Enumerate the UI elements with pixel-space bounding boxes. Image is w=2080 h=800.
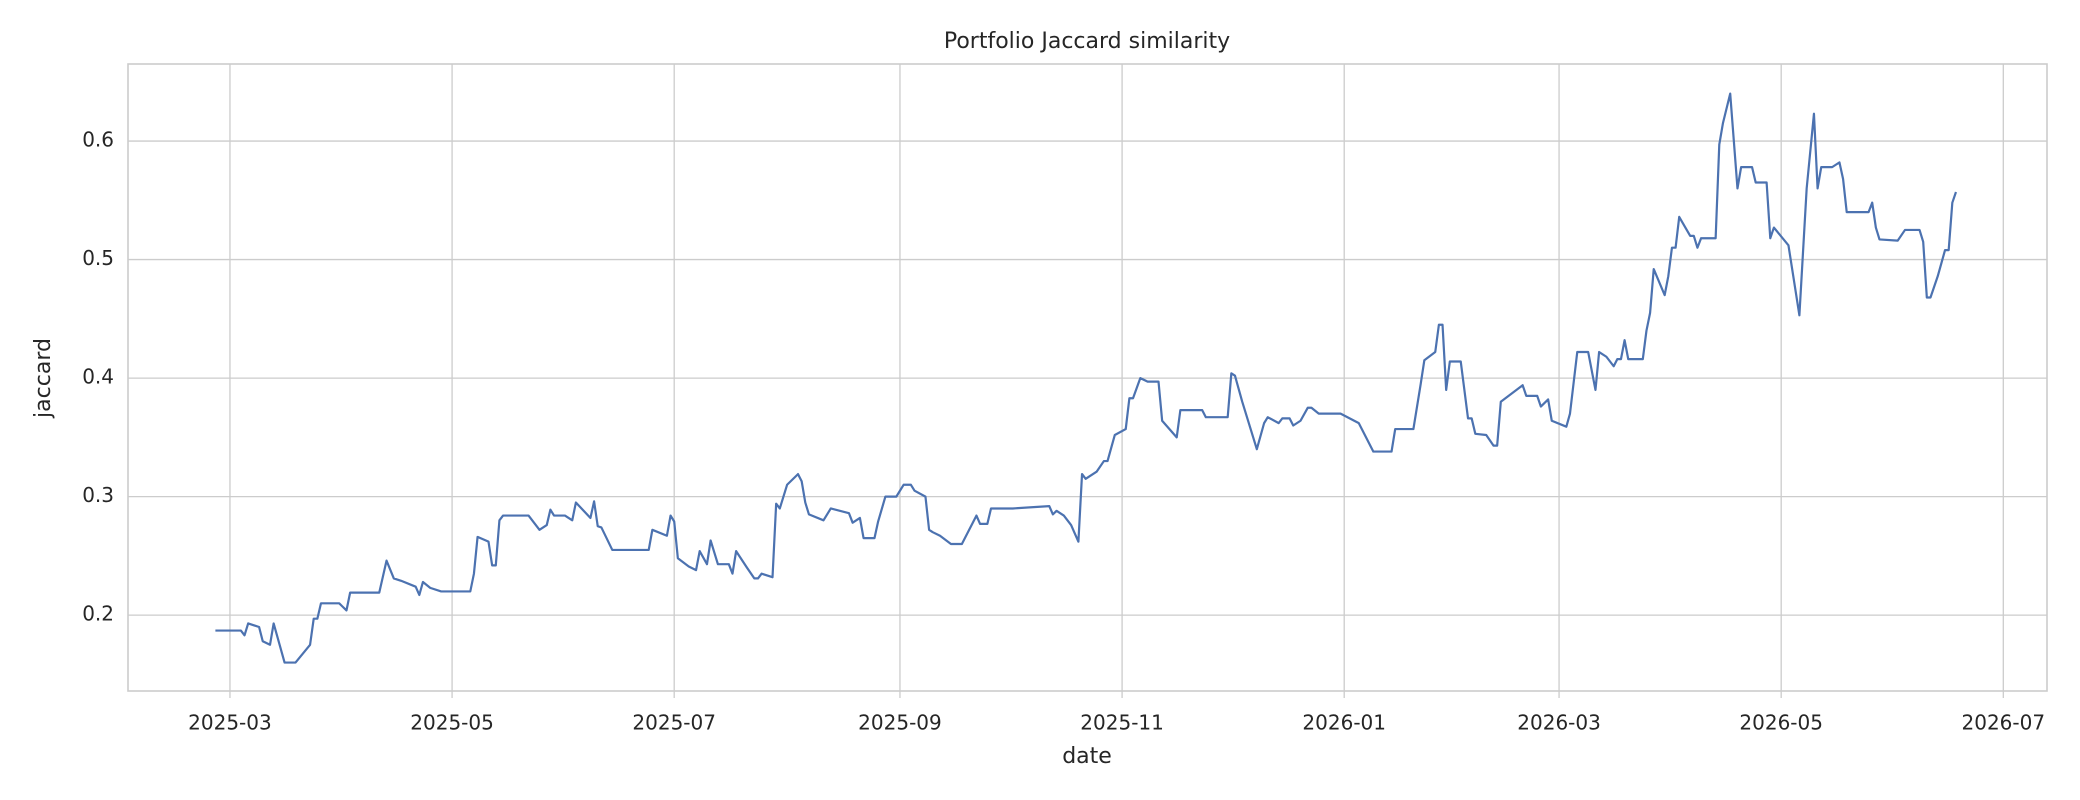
y-axis-label: jaccard <box>31 338 56 419</box>
y-tick-label: 0.3 <box>82 483 114 507</box>
y-tick-label: 0.5 <box>82 246 114 270</box>
x-tick-label: 2026-07 <box>1962 711 2046 735</box>
chart-title: Portfolio Jaccard similarity <box>944 29 1230 54</box>
y-tick-label: 0.2 <box>82 602 114 626</box>
x-tick-label: 2025-05 <box>410 711 494 735</box>
x-tick-label: 2026-01 <box>1302 711 1386 735</box>
x-tick-label: 2026-03 <box>1517 711 1601 735</box>
x-tick-label: 2025-03 <box>188 711 272 735</box>
y-tick-label: 0.6 <box>82 128 114 152</box>
x-tick-label: 2025-07 <box>632 711 716 735</box>
x-axis-label: date <box>1062 744 1112 769</box>
y-tick-label: 0.4 <box>82 365 114 389</box>
x-tick-label: 2026-05 <box>1739 711 1823 735</box>
x-tick-label: 2025-09 <box>858 711 942 735</box>
data-line <box>215 92 1958 664</box>
plot-frame <box>127 63 2048 692</box>
x-tick-label: 2025-11 <box>1080 711 1164 735</box>
